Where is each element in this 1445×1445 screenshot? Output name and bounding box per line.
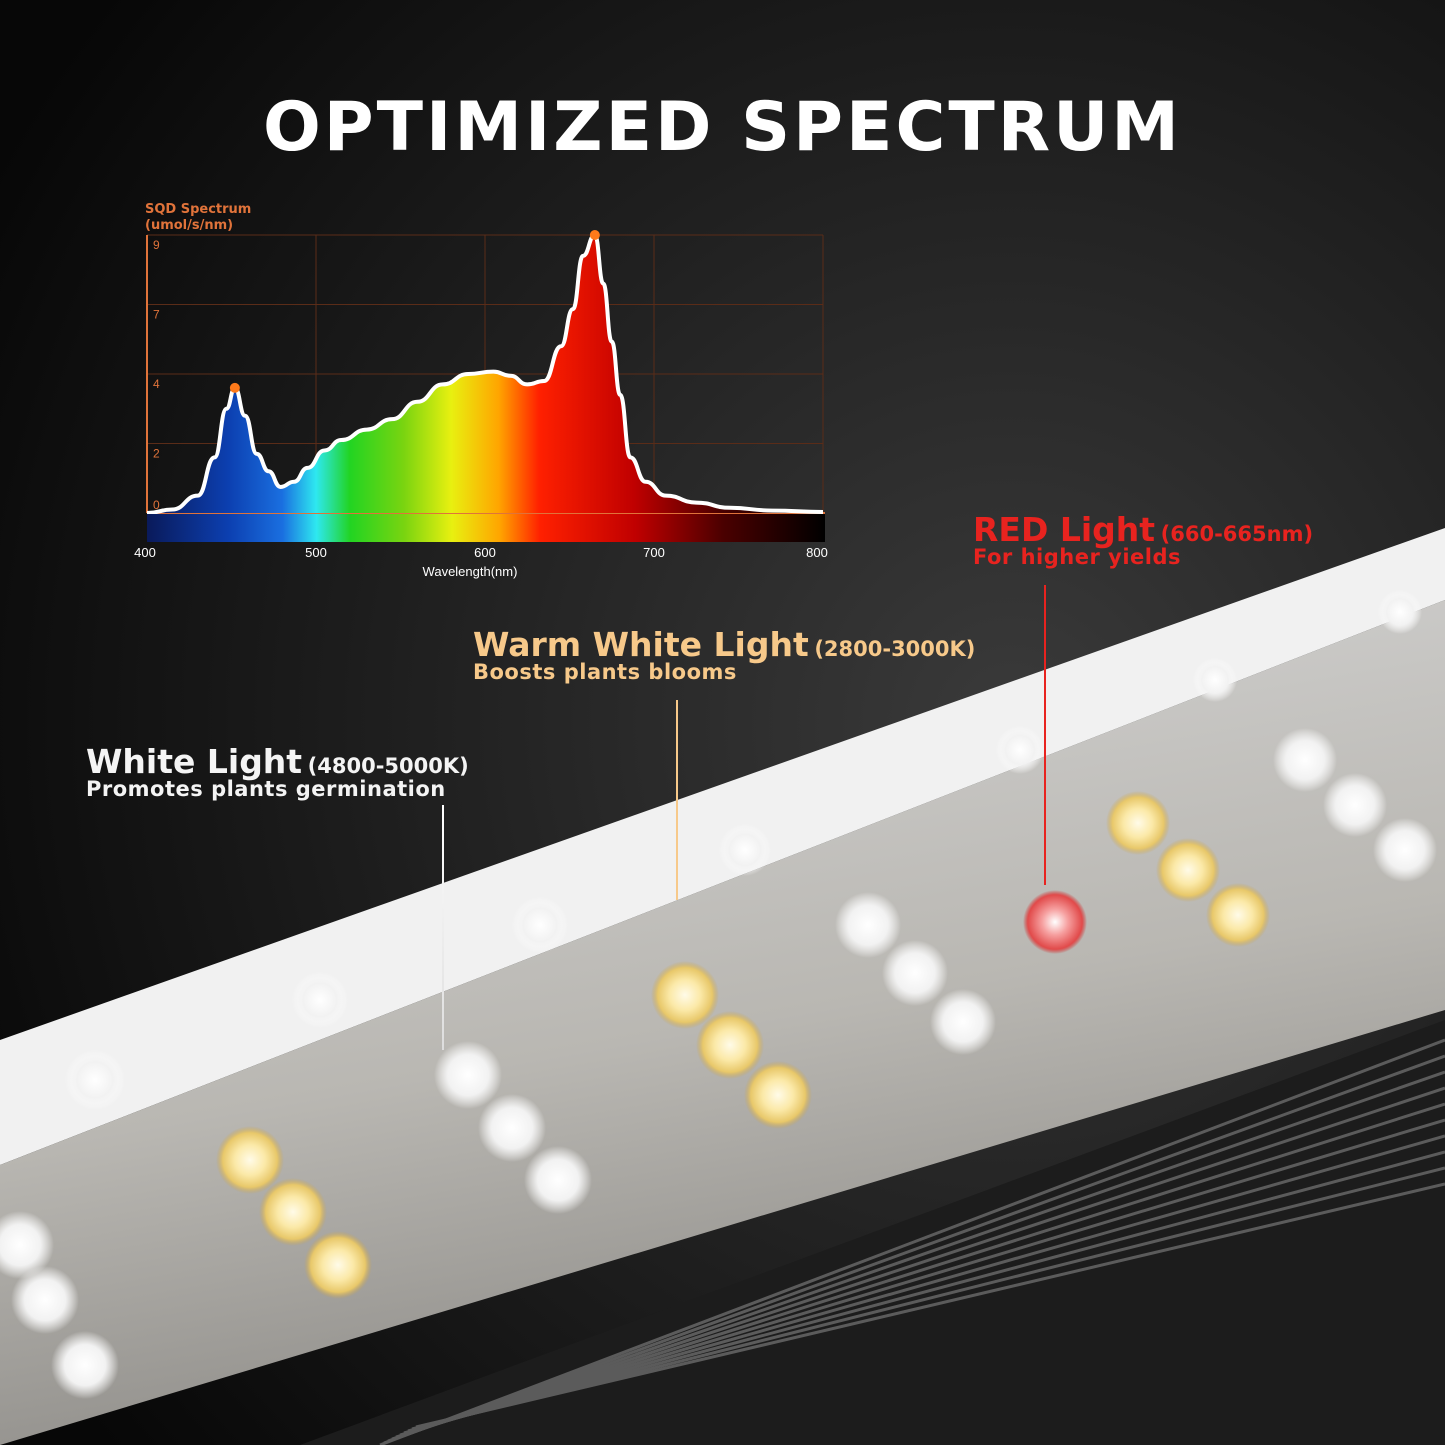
spectrum-color-bar [147, 514, 825, 542]
red-led-icon [1023, 890, 1087, 954]
warm-white-led-icon [216, 1126, 284, 1194]
heatsink-groove [383, 1054, 1445, 1445]
white-led-icon [292, 972, 348, 1028]
white-led-icon [65, 1050, 125, 1110]
warm-light-range: (2800-3000K) [814, 637, 976, 661]
white-light-leader [442, 805, 444, 1050]
x-axis-label: Wavelength(nm) [423, 564, 518, 579]
y-tick-label: 7 [153, 308, 160, 322]
white-led-icon [719, 824, 771, 876]
heatsink-groove [399, 1118, 1445, 1437]
white-light-label: White Light (4800-5000K) Promotes plants… [86, 742, 469, 801]
white-light-name: White Light [86, 742, 303, 781]
x-tick-label: 700 [643, 545, 665, 560]
heatsink-groove [395, 1102, 1445, 1439]
white-led-icon [434, 1041, 502, 1109]
peak-marker [589, 230, 600, 240]
white-led-icon [1323, 773, 1387, 837]
heatsink-groove [379, 1038, 1445, 1445]
warm-light-description: Boosts plants blooms [473, 660, 737, 684]
warm-white-led-icon [1106, 791, 1170, 855]
warm-white-led-icon [304, 1231, 372, 1299]
warm-white-led-icon [744, 1061, 812, 1129]
white-led-icon [51, 1331, 119, 1399]
white-led-icon [1373, 818, 1437, 882]
heatsink-groove [415, 1182, 1445, 1429]
white-led-icon [478, 1094, 546, 1162]
white-led-icon [1193, 658, 1237, 702]
heatsink-groove [387, 1070, 1445, 1443]
y-axis-label: SQD Spectrum [145, 202, 251, 217]
red-light-label: RED Light (660-665nm) For higher yields [973, 510, 1313, 569]
y-tick-label: 4 [153, 377, 160, 391]
warm-white-light-label: Warm White Light (2800-3000K) Boosts pla… [473, 625, 975, 684]
white-led-icon [0, 1211, 54, 1279]
y-tick-label: 9 [153, 238, 160, 252]
warm-white-led-icon [696, 1011, 764, 1079]
spectrum-chart: SQD Spectrum (umol/s/nm) 0 2 4 7 9 400 500 600… [134, 202, 828, 579]
white-led-icon [11, 1266, 79, 1334]
white-led-icon [882, 940, 948, 1006]
white-led-icon [835, 892, 901, 958]
x-tick-label: 800 [806, 545, 828, 560]
warm-white-led-icon [651, 961, 719, 1029]
y-tick-label: 0 [153, 498, 160, 512]
y-tick-label: 2 [153, 447, 160, 461]
red-light-range: (660-665nm) [1160, 522, 1314, 546]
white-light-description: Promotes plants germination [86, 777, 446, 801]
white-light-range: (4800-5000K) [307, 754, 469, 778]
heatsink-groove [403, 1134, 1445, 1435]
spectrum-line [146, 232, 824, 515]
white-led-icon [524, 1146, 592, 1214]
warm-light-name: Warm White Light [473, 625, 809, 664]
red-light-leader [1044, 585, 1046, 885]
heatsink-groove [391, 1086, 1445, 1441]
x-tick-label: 500 [305, 545, 327, 560]
white-led-icon [930, 989, 996, 1055]
white-led-icon [1378, 590, 1422, 634]
x-tick-label: 600 [474, 545, 496, 560]
heatsink-groove [411, 1166, 1445, 1431]
white-led-icon [996, 726, 1044, 774]
warm-light-leader [676, 700, 678, 900]
red-light-description: For higher yields [973, 545, 1181, 569]
y-axis-unit: (umol/s/nm) [145, 218, 233, 233]
heatsink-groove [407, 1150, 1445, 1433]
white-led-icon [512, 897, 568, 953]
warm-white-led-icon [1206, 883, 1270, 947]
peak-marker [229, 382, 240, 393]
red-light-name: RED Light [973, 510, 1156, 549]
white-led-icon [1273, 728, 1337, 792]
warm-white-led-icon [1156, 838, 1220, 902]
x-tick-label: 400 [134, 545, 156, 560]
warm-white-led-icon [259, 1178, 327, 1246]
page-title: OPTIMIZED SPECTRUM [263, 88, 1182, 167]
